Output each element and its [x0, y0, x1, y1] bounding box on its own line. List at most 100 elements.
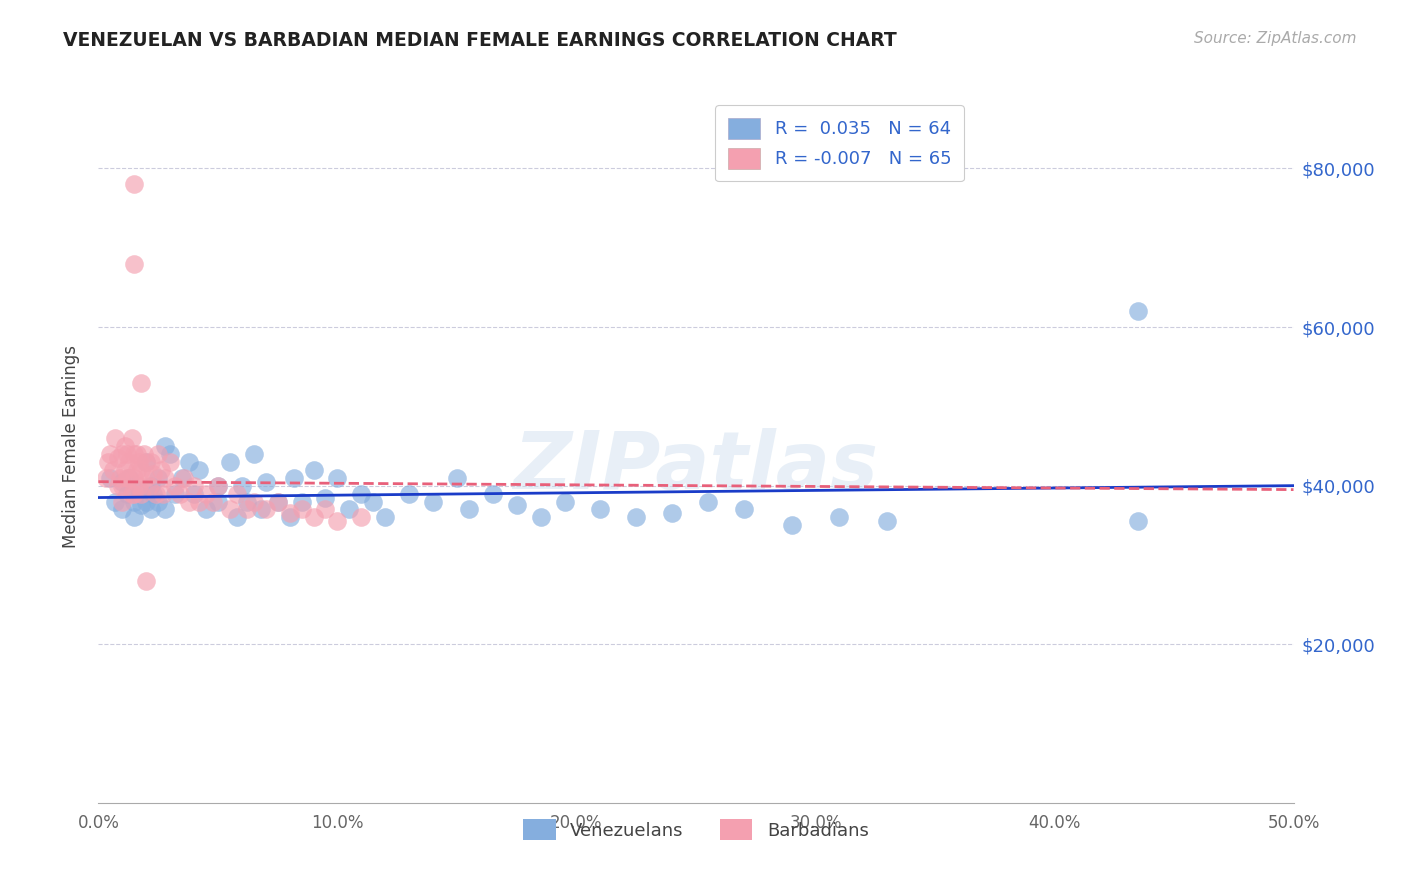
Point — [183, 478, 205, 492]
Point — [124, 447, 146, 461]
Point — [115, 447, 138, 461]
Point — [163, 478, 186, 492]
Point — [828, 510, 851, 524]
Point — [179, 494, 201, 508]
Point — [107, 478, 129, 492]
Point — [135, 471, 157, 485]
Point — [374, 510, 396, 524]
Point — [780, 518, 803, 533]
Point — [202, 494, 225, 508]
Point — [148, 494, 170, 508]
Point — [315, 502, 337, 516]
Point — [124, 257, 146, 271]
Point — [207, 478, 229, 492]
Point — [148, 447, 170, 461]
Point — [128, 478, 150, 492]
Point — [398, 486, 420, 500]
Point — [135, 455, 157, 469]
Point — [131, 376, 153, 390]
Point — [131, 463, 153, 477]
Point — [315, 491, 337, 505]
Point — [125, 447, 148, 461]
Point — [98, 471, 122, 485]
Point — [446, 471, 468, 485]
Point — [121, 486, 143, 500]
Point — [172, 471, 194, 485]
Point — [554, 494, 576, 508]
Point — [195, 486, 218, 500]
Point — [278, 510, 301, 524]
Point — [97, 455, 120, 469]
Point — [104, 494, 127, 508]
Point — [626, 510, 648, 524]
Text: Source: ZipAtlas.com: Source: ZipAtlas.com — [1194, 31, 1357, 46]
Point — [733, 502, 755, 516]
Point — [155, 439, 177, 453]
Point — [278, 507, 301, 521]
Point — [124, 510, 146, 524]
Point — [661, 507, 683, 521]
Point — [111, 502, 134, 516]
Point — [339, 502, 361, 516]
Point — [159, 447, 181, 461]
Point — [1128, 304, 1150, 318]
Point — [104, 431, 127, 445]
Point — [231, 478, 253, 492]
Point — [132, 447, 155, 461]
Point — [195, 502, 218, 516]
Point — [207, 478, 229, 492]
Point — [291, 494, 314, 508]
Point — [283, 471, 305, 485]
Text: VENEZUELAN VS BARBADIAN MEDIAN FEMALE EARNINGS CORRELATION CHART: VENEZUELAN VS BARBADIAN MEDIAN FEMALE EA… — [63, 31, 897, 50]
Point — [530, 510, 553, 524]
Point — [118, 471, 141, 485]
Point — [124, 486, 146, 500]
Point — [179, 455, 201, 469]
Point — [291, 502, 314, 516]
Point — [128, 483, 150, 497]
Point — [159, 455, 181, 469]
Point — [142, 486, 165, 500]
Point — [111, 447, 134, 461]
Point — [145, 486, 167, 500]
Point — [243, 447, 266, 461]
Point — [107, 450, 129, 465]
Point — [876, 514, 898, 528]
Point — [207, 494, 229, 508]
Point — [114, 439, 136, 453]
Point — [148, 471, 170, 485]
Point — [124, 178, 146, 192]
Point — [139, 455, 162, 469]
Point — [226, 510, 249, 524]
Point — [142, 467, 165, 481]
Point — [226, 486, 249, 500]
Point — [326, 471, 349, 485]
Y-axis label: Median Female Earnings: Median Female Earnings — [62, 344, 80, 548]
Point — [350, 486, 373, 500]
Point — [115, 486, 138, 500]
Point — [219, 455, 242, 469]
Point — [267, 494, 290, 508]
Point — [254, 502, 277, 516]
Point — [124, 494, 146, 508]
Point — [326, 514, 349, 528]
Point — [94, 471, 117, 485]
Point — [219, 502, 242, 516]
Point — [124, 471, 146, 485]
Point — [363, 494, 385, 508]
Point — [114, 463, 136, 477]
Point — [149, 463, 172, 477]
Point — [589, 502, 612, 516]
Point — [1128, 514, 1150, 528]
Text: ZIPatlas: ZIPatlas — [513, 428, 879, 507]
Point — [121, 431, 143, 445]
Point — [506, 499, 529, 513]
Point — [481, 486, 505, 500]
Point — [187, 463, 209, 477]
Point — [111, 478, 134, 492]
Point — [155, 471, 177, 485]
Point — [138, 478, 160, 492]
Point — [302, 463, 325, 477]
Point — [235, 494, 257, 508]
Point — [135, 494, 157, 508]
